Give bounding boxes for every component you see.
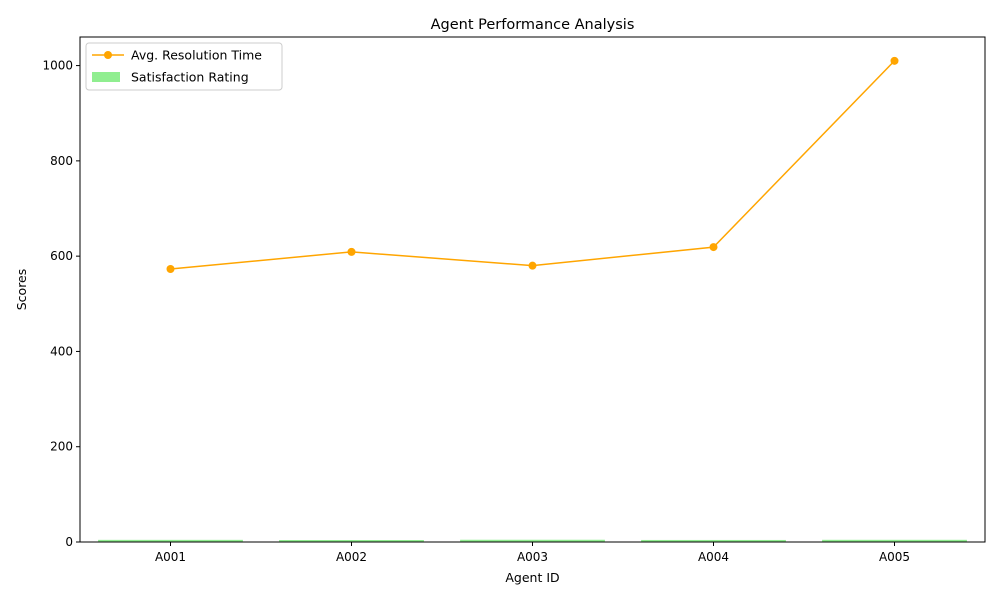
chart-title: Agent Performance Analysis xyxy=(431,17,635,33)
x-tick-label: A005 xyxy=(879,550,910,564)
y-tick-label: 0 xyxy=(65,535,73,549)
line-layer xyxy=(166,56,899,274)
point-a001 xyxy=(166,265,175,274)
bar-a004 xyxy=(641,539,786,542)
x-axis: A001 A002 A003 A004 A005 xyxy=(155,542,910,564)
legend-label-resolution-time: Avg. Resolution Time xyxy=(131,48,262,63)
plot-frame xyxy=(79,36,986,543)
x-tick-label: A002 xyxy=(336,550,367,564)
point-a002 xyxy=(347,247,356,256)
y-axis: 0 200 400 600 800 1000 xyxy=(42,59,80,549)
x-tick-label: A001 xyxy=(155,550,186,564)
point-a003 xyxy=(528,261,537,270)
legend-bar-swatch xyxy=(92,72,120,82)
bar-a005 xyxy=(822,539,967,542)
bar-a002 xyxy=(279,539,424,542)
legend-box xyxy=(85,42,283,91)
point-a005 xyxy=(890,56,899,65)
y-tick-label: 1000 xyxy=(42,59,73,73)
line-series-resolution-time xyxy=(170,60,896,270)
x-axis-label: Agent ID xyxy=(505,570,559,585)
legend: Avg. Resolution Time Satisfaction Rating xyxy=(85,42,283,91)
y-tick-label: 400 xyxy=(50,344,73,358)
y-tick-label: 200 xyxy=(50,440,73,454)
y-tick-label: 800 xyxy=(50,154,73,168)
y-tick-label: 600 xyxy=(50,249,73,263)
bar-a003 xyxy=(460,539,605,542)
legend-line-marker xyxy=(104,51,112,59)
bar-a001 xyxy=(98,539,243,542)
point-a004 xyxy=(709,243,718,252)
y-axis-label: Scores xyxy=(14,269,29,311)
bars-layer xyxy=(98,539,967,542)
x-tick-label: A004 xyxy=(698,550,729,564)
legend-label-satisfaction-rating: Satisfaction Rating xyxy=(131,70,249,85)
x-tick-label: A003 xyxy=(517,550,548,564)
